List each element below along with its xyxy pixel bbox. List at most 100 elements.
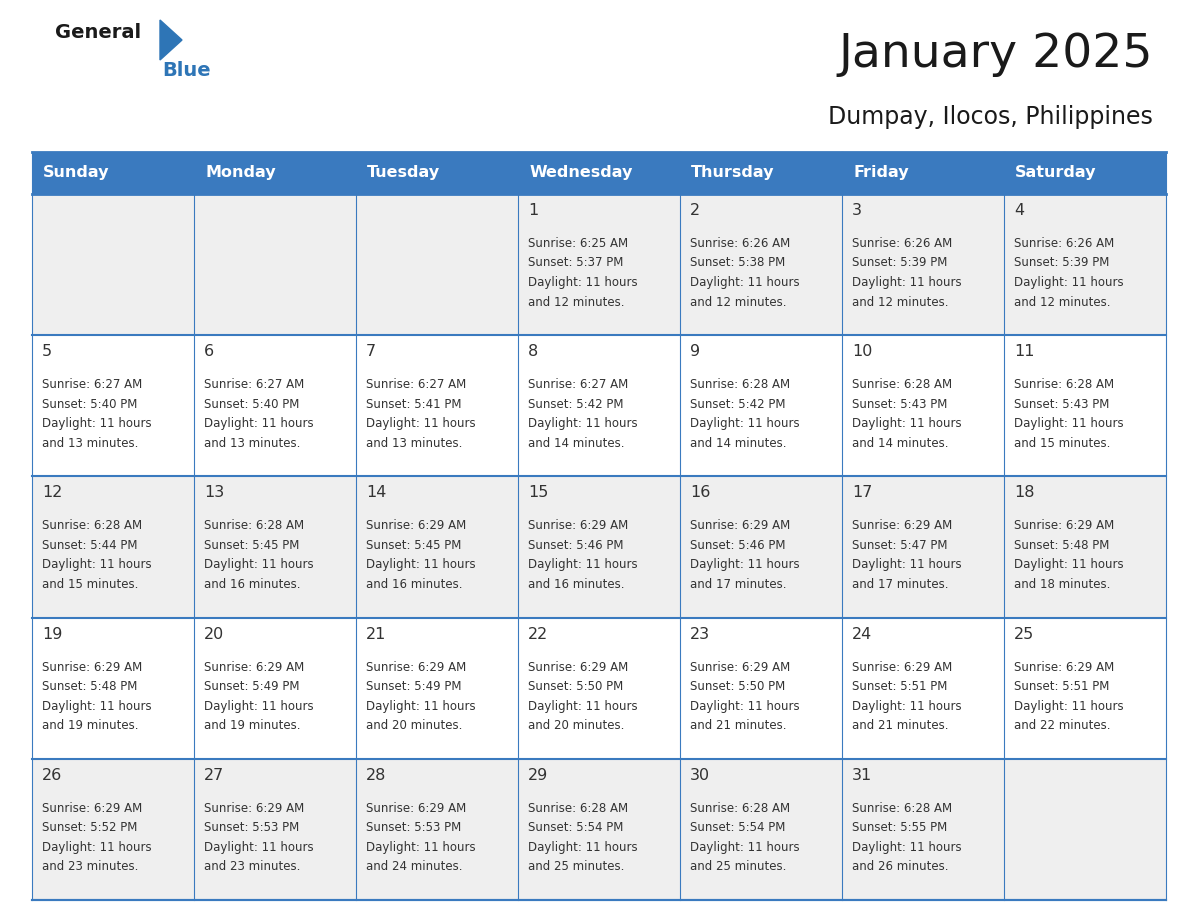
Bar — [842, 335, 1004, 476]
Text: Daylight: 11 hours: Daylight: 11 hours — [366, 558, 475, 571]
Bar — [1004, 335, 1165, 476]
Text: Sunset: 5:38 PM: Sunset: 5:38 PM — [690, 256, 785, 270]
Text: Sunset: 5:50 PM: Sunset: 5:50 PM — [527, 680, 624, 693]
Text: Sunset: 5:51 PM: Sunset: 5:51 PM — [1015, 680, 1110, 693]
Bar — [356, 618, 518, 759]
Text: Daylight: 11 hours: Daylight: 11 hours — [852, 700, 961, 712]
Text: Sunrise: 6:29 AM: Sunrise: 6:29 AM — [204, 661, 304, 674]
Text: 3: 3 — [852, 203, 862, 218]
Text: and 15 minutes.: and 15 minutes. — [1015, 437, 1111, 450]
Text: Daylight: 11 hours: Daylight: 11 hours — [42, 558, 152, 571]
Bar — [32, 152, 194, 194]
Text: Daylight: 11 hours: Daylight: 11 hours — [852, 417, 961, 431]
Text: Daylight: 11 hours: Daylight: 11 hours — [366, 417, 475, 431]
Text: 8: 8 — [527, 344, 538, 359]
Text: and 19 minutes.: and 19 minutes. — [204, 719, 301, 732]
Text: Sunrise: 6:29 AM: Sunrise: 6:29 AM — [690, 520, 790, 532]
Text: 21: 21 — [366, 627, 386, 642]
Text: Sunset: 5:49 PM: Sunset: 5:49 PM — [366, 680, 461, 693]
Text: Daylight: 11 hours: Daylight: 11 hours — [690, 841, 800, 854]
Bar — [1004, 759, 1165, 900]
Text: 2: 2 — [690, 203, 700, 218]
Bar — [518, 335, 680, 476]
Text: 29: 29 — [527, 767, 548, 783]
Text: 24: 24 — [852, 627, 872, 642]
Text: Daylight: 11 hours: Daylight: 11 hours — [366, 700, 475, 712]
Text: and 12 minutes.: and 12 minutes. — [852, 296, 948, 308]
Text: Sunset: 5:51 PM: Sunset: 5:51 PM — [852, 680, 947, 693]
Text: Daylight: 11 hours: Daylight: 11 hours — [852, 558, 961, 571]
Text: and 17 minutes.: and 17 minutes. — [852, 578, 948, 591]
Text: Daylight: 11 hours: Daylight: 11 hours — [527, 841, 638, 854]
Text: 20: 20 — [204, 627, 225, 642]
Text: Sunday: Sunday — [43, 165, 109, 181]
Bar — [842, 194, 1004, 335]
Text: 26: 26 — [42, 767, 62, 783]
Text: Sunset: 5:42 PM: Sunset: 5:42 PM — [690, 397, 785, 410]
Bar — [1004, 618, 1165, 759]
Text: Sunrise: 6:29 AM: Sunrise: 6:29 AM — [690, 661, 790, 674]
Text: and 26 minutes.: and 26 minutes. — [852, 860, 948, 873]
Text: Daylight: 11 hours: Daylight: 11 hours — [527, 417, 638, 431]
Text: 5: 5 — [42, 344, 52, 359]
Text: and 16 minutes.: and 16 minutes. — [366, 578, 462, 591]
Text: Daylight: 11 hours: Daylight: 11 hours — [852, 276, 961, 289]
Text: 17: 17 — [852, 486, 872, 500]
Text: Sunrise: 6:29 AM: Sunrise: 6:29 AM — [527, 520, 628, 532]
Text: Sunrise: 6:26 AM: Sunrise: 6:26 AM — [690, 237, 790, 250]
Text: Daylight: 11 hours: Daylight: 11 hours — [204, 700, 314, 712]
Text: 11: 11 — [1015, 344, 1035, 359]
Text: Daylight: 11 hours: Daylight: 11 hours — [1015, 700, 1124, 712]
Text: Sunrise: 6:28 AM: Sunrise: 6:28 AM — [527, 801, 628, 815]
Text: Daylight: 11 hours: Daylight: 11 hours — [690, 417, 800, 431]
Text: Sunset: 5:42 PM: Sunset: 5:42 PM — [527, 397, 624, 410]
Text: 18: 18 — [1015, 486, 1035, 500]
Text: Sunrise: 6:27 AM: Sunrise: 6:27 AM — [366, 378, 466, 391]
Bar — [194, 476, 356, 618]
Bar — [356, 152, 518, 194]
Bar — [680, 152, 842, 194]
Bar — [842, 618, 1004, 759]
Bar — [680, 194, 842, 335]
Text: 7: 7 — [366, 344, 377, 359]
Text: Daylight: 11 hours: Daylight: 11 hours — [690, 558, 800, 571]
Text: Sunset: 5:54 PM: Sunset: 5:54 PM — [527, 822, 624, 834]
Text: Sunrise: 6:28 AM: Sunrise: 6:28 AM — [852, 801, 952, 815]
Text: Sunrise: 6:28 AM: Sunrise: 6:28 AM — [690, 378, 790, 391]
Text: Sunrise: 6:28 AM: Sunrise: 6:28 AM — [852, 378, 952, 391]
Text: Daylight: 11 hours: Daylight: 11 hours — [42, 841, 152, 854]
Text: Daylight: 11 hours: Daylight: 11 hours — [690, 276, 800, 289]
Text: Sunset: 5:43 PM: Sunset: 5:43 PM — [852, 397, 947, 410]
Text: Sunset: 5:40 PM: Sunset: 5:40 PM — [42, 397, 138, 410]
Text: Sunset: 5:46 PM: Sunset: 5:46 PM — [690, 539, 785, 552]
Text: Saturday: Saturday — [1016, 165, 1097, 181]
Text: 23: 23 — [690, 627, 710, 642]
Text: Sunset: 5:50 PM: Sunset: 5:50 PM — [690, 680, 785, 693]
Text: Sunrise: 6:29 AM: Sunrise: 6:29 AM — [42, 801, 143, 815]
Bar — [518, 618, 680, 759]
Text: and 14 minutes.: and 14 minutes. — [690, 437, 786, 450]
Text: and 16 minutes.: and 16 minutes. — [527, 578, 625, 591]
Text: Sunrise: 6:25 AM: Sunrise: 6:25 AM — [527, 237, 628, 250]
Text: and 12 minutes.: and 12 minutes. — [1015, 296, 1111, 308]
Text: Sunset: 5:49 PM: Sunset: 5:49 PM — [204, 680, 299, 693]
Text: Daylight: 11 hours: Daylight: 11 hours — [204, 841, 314, 854]
Text: and 13 minutes.: and 13 minutes. — [366, 437, 462, 450]
Text: Daylight: 11 hours: Daylight: 11 hours — [42, 700, 152, 712]
Bar — [356, 194, 518, 335]
Bar — [518, 152, 680, 194]
Bar — [518, 759, 680, 900]
Bar — [1004, 476, 1165, 618]
Text: Blue: Blue — [162, 61, 210, 80]
Text: Daylight: 11 hours: Daylight: 11 hours — [852, 841, 961, 854]
Text: Thursday: Thursday — [691, 165, 775, 181]
Text: Sunset: 5:46 PM: Sunset: 5:46 PM — [527, 539, 624, 552]
Text: Sunrise: 6:29 AM: Sunrise: 6:29 AM — [1015, 520, 1114, 532]
Bar — [842, 152, 1004, 194]
Text: Daylight: 11 hours: Daylight: 11 hours — [1015, 276, 1124, 289]
Text: Sunrise: 6:29 AM: Sunrise: 6:29 AM — [852, 661, 953, 674]
Text: 30: 30 — [690, 767, 710, 783]
Text: and 16 minutes.: and 16 minutes. — [204, 578, 301, 591]
Bar — [518, 476, 680, 618]
Text: and 21 minutes.: and 21 minutes. — [852, 719, 948, 732]
